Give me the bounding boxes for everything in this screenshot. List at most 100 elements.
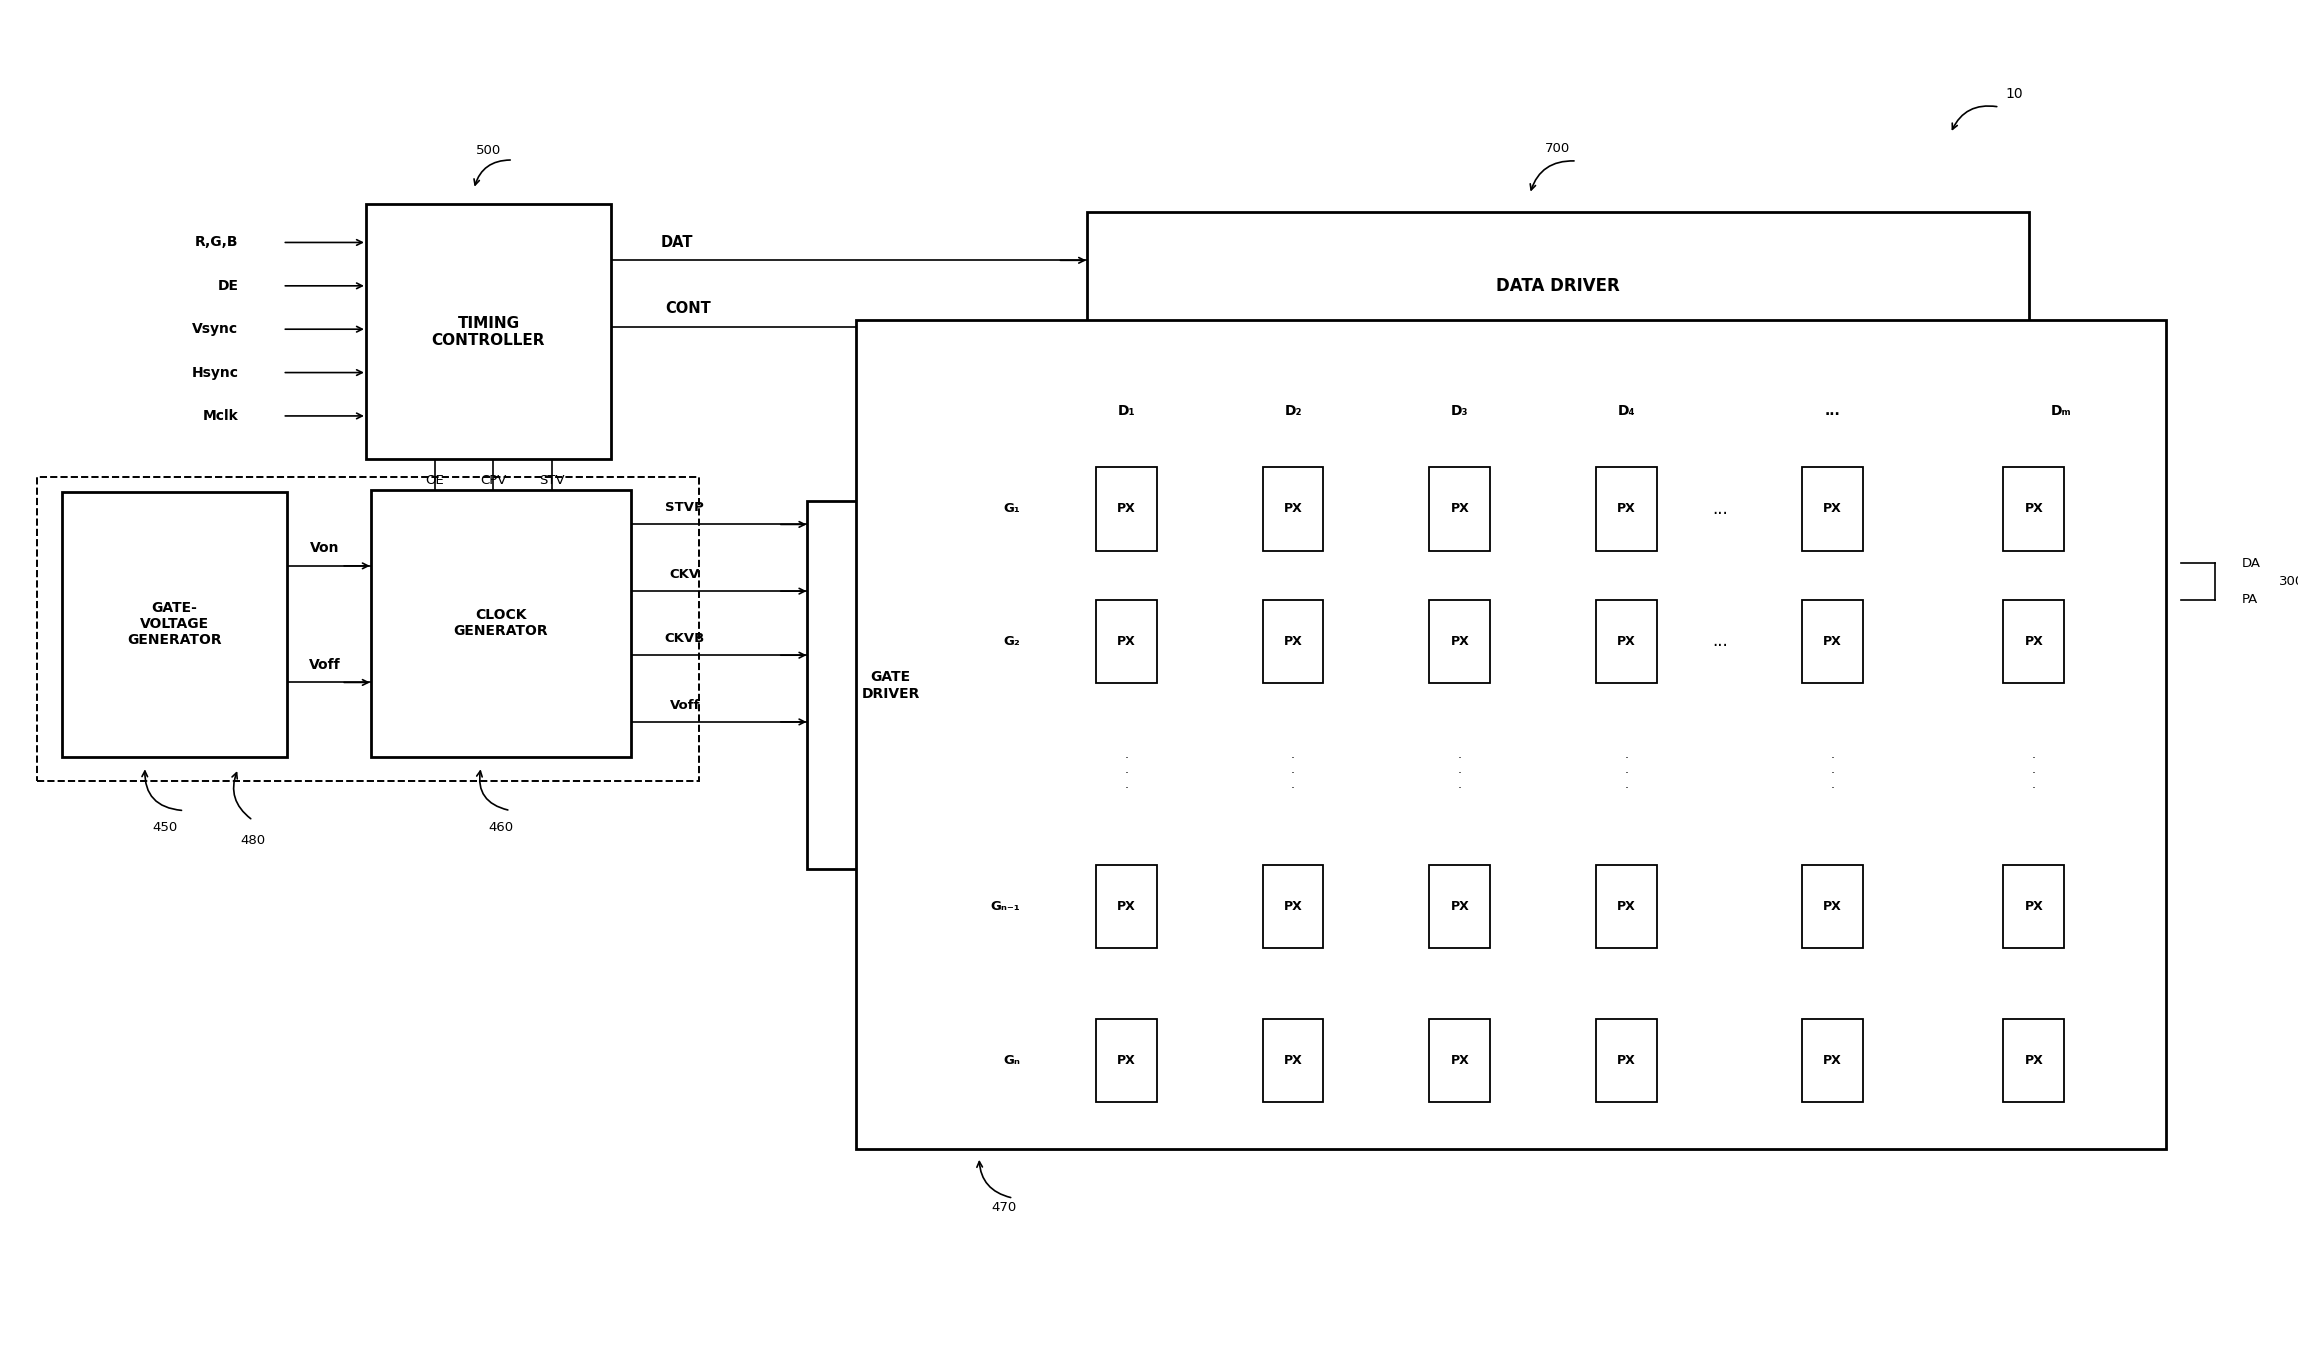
Text: PX: PX xyxy=(1117,900,1135,912)
Bar xyxy=(1802,1019,1864,1103)
Text: TIMING
CONTROLLER: TIMING CONTROLLER xyxy=(432,316,545,347)
Text: ·
·
·: · · · xyxy=(1291,752,1296,795)
Text: CLOCK
GENERATOR: CLOCK GENERATOR xyxy=(453,607,547,639)
Text: 450: 450 xyxy=(152,821,177,833)
Bar xyxy=(1262,599,1324,683)
Text: CONT: CONT xyxy=(664,301,710,316)
Text: 480: 480 xyxy=(241,833,267,847)
Text: Mclk: Mclk xyxy=(202,409,239,423)
Text: 700: 700 xyxy=(1544,142,1570,155)
Bar xyxy=(1429,865,1491,948)
Text: PX: PX xyxy=(1117,635,1135,648)
Bar xyxy=(1597,865,1657,948)
Text: PX: PX xyxy=(1285,1055,1303,1067)
Text: PX: PX xyxy=(1822,502,1843,516)
Bar xyxy=(1096,865,1156,948)
Text: DATA DRIVER: DATA DRIVER xyxy=(1496,276,1620,294)
Bar xyxy=(1802,865,1864,948)
Text: GATE-
VOLTAGE
GENERATOR: GATE- VOLTAGE GENERATOR xyxy=(126,601,223,647)
Text: STVP: STVP xyxy=(666,501,703,514)
Bar xyxy=(1087,212,2029,360)
Text: PX: PX xyxy=(1285,635,1303,648)
Text: ·
·
·: · · · xyxy=(1832,752,1834,795)
Text: G₂: G₂ xyxy=(1004,635,1020,648)
Bar xyxy=(2004,599,2064,683)
Text: DE: DE xyxy=(218,279,239,293)
Text: PX: PX xyxy=(2025,900,2043,912)
Text: PX: PX xyxy=(1618,502,1636,516)
Bar xyxy=(2004,466,2064,550)
Text: PX: PX xyxy=(1822,900,1843,912)
Text: PX: PX xyxy=(1285,502,1303,516)
Text: Vsync: Vsync xyxy=(193,323,239,337)
Text: PX: PX xyxy=(2025,635,2043,648)
Text: PX: PX xyxy=(1618,900,1636,912)
Text: 470: 470 xyxy=(990,1201,1016,1215)
Text: CKV: CKV xyxy=(669,568,701,581)
Text: PX: PX xyxy=(1450,502,1468,516)
Bar xyxy=(1429,466,1491,550)
Text: ·
·
·: · · · xyxy=(1124,752,1128,795)
Text: PX: PX xyxy=(1117,1055,1135,1067)
Text: PX: PX xyxy=(2025,502,2043,516)
Text: CPV: CPV xyxy=(480,475,506,487)
Text: ...: ... xyxy=(1712,632,1728,650)
Text: Voff: Voff xyxy=(669,699,701,711)
Text: Voff: Voff xyxy=(308,658,340,672)
Text: PX: PX xyxy=(1285,900,1303,912)
Text: ...: ... xyxy=(1712,499,1728,518)
Bar xyxy=(2004,865,2064,948)
Bar xyxy=(37,477,699,781)
Bar xyxy=(1802,466,1864,550)
Text: D₁: D₁ xyxy=(1117,404,1135,417)
Bar xyxy=(1802,599,1864,683)
Bar xyxy=(1262,466,1324,550)
Text: ·
·
·: · · · xyxy=(1625,752,1629,795)
Bar xyxy=(1429,1019,1491,1103)
Text: PX: PX xyxy=(1822,1055,1843,1067)
Text: 460: 460 xyxy=(487,821,512,833)
Text: PX: PX xyxy=(1450,635,1468,648)
Text: DAT: DAT xyxy=(660,235,692,250)
Bar xyxy=(1262,1019,1324,1103)
Text: PX: PX xyxy=(2025,1055,2043,1067)
Text: PX: PX xyxy=(1450,900,1468,912)
Text: PX: PX xyxy=(1618,1055,1636,1067)
Bar xyxy=(1597,466,1657,550)
Text: STV: STV xyxy=(540,475,565,487)
Text: CKVB: CKVB xyxy=(664,632,705,644)
Text: 300: 300 xyxy=(2280,575,2298,588)
Bar xyxy=(1597,599,1657,683)
Text: 500: 500 xyxy=(476,144,501,157)
Text: D₃: D₃ xyxy=(1450,404,1468,417)
Bar xyxy=(1096,599,1156,683)
Text: ·
·
·: · · · xyxy=(2031,752,2036,795)
Bar xyxy=(2004,1019,2064,1103)
Bar xyxy=(1597,1019,1657,1103)
Text: Dₘ: Dₘ xyxy=(2050,404,2070,417)
Text: DA: DA xyxy=(2243,557,2261,570)
Text: PX: PX xyxy=(1117,502,1135,516)
Bar xyxy=(857,320,2167,1149)
Bar xyxy=(1096,466,1156,550)
Bar xyxy=(370,490,630,757)
Text: D₄: D₄ xyxy=(1618,404,1636,417)
Text: PX: PX xyxy=(1450,1055,1468,1067)
Text: Hsync: Hsync xyxy=(191,365,239,379)
Text: D₂: D₂ xyxy=(1285,404,1301,417)
Text: Gₙ₋₁: Gₙ₋₁ xyxy=(990,900,1020,912)
Bar xyxy=(1429,599,1491,683)
Bar xyxy=(807,502,974,870)
Bar xyxy=(365,204,611,460)
Text: ...: ... xyxy=(1825,404,1841,417)
Text: Von: Von xyxy=(310,542,340,555)
Bar xyxy=(62,491,287,757)
Text: Gₙ: Gₙ xyxy=(1004,1055,1020,1067)
Text: G₁: G₁ xyxy=(1004,502,1020,516)
Text: R,G,B: R,G,B xyxy=(195,235,239,249)
Text: ·
·
·: · · · xyxy=(1457,752,1462,795)
Bar xyxy=(1048,447,2162,1144)
Text: OE: OE xyxy=(425,475,444,487)
Bar xyxy=(1096,1019,1156,1103)
Text: PX: PX xyxy=(1822,635,1843,648)
